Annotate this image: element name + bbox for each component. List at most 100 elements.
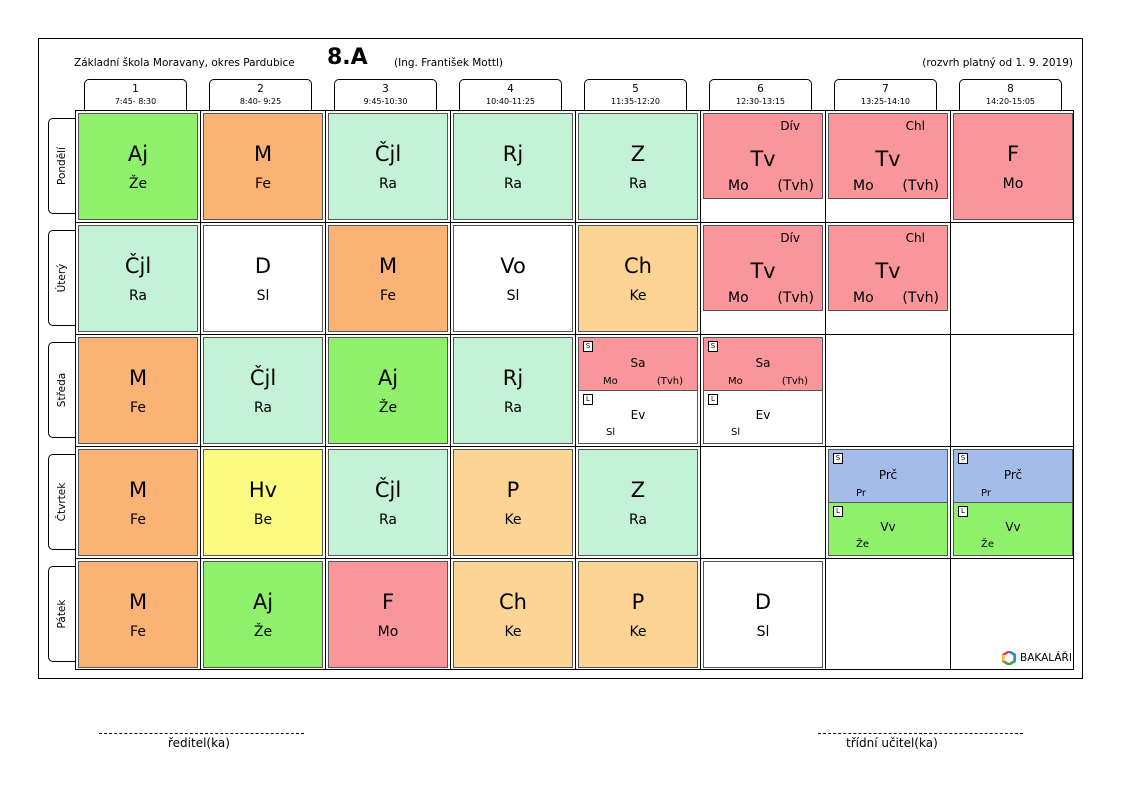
validity-note: (rozvrh platný od 1. 9. 2019) (922, 57, 1073, 69)
timetable-cell (201, 111, 326, 223)
lesson-teacher: Ke (504, 512, 522, 528)
lesson-group: (Tvh) (902, 178, 939, 194)
timetable-frame (38, 38, 1083, 679)
timetable-cell (576, 335, 701, 447)
lesson-subject: F (1006, 142, 1020, 166)
lesson-second-teacher: Dív (780, 119, 800, 133)
split-subject: Prč (1003, 468, 1023, 482)
lesson-subject: Čjl (249, 366, 277, 390)
timetable-cell (326, 223, 451, 335)
day-tab-tuesday: Úterý (48, 230, 75, 326)
period-number: 3 (382, 83, 389, 95)
lesson-teacher: Ra (629, 512, 647, 528)
lesson-teacher: Ke (504, 624, 522, 640)
period-number: 1 (132, 83, 139, 95)
timetable-cell (576, 111, 701, 223)
lesson-subject: Vo (500, 254, 526, 278)
timetable-cell (76, 559, 201, 669)
split-lesson-s: S Prč Pr (829, 450, 947, 503)
day-label: Pátek (56, 599, 68, 629)
lesson-subject: Z (630, 478, 646, 502)
lesson-subject: Rj (502, 142, 524, 166)
lesson-block: M Fe (78, 561, 198, 668)
split-subject: Vv (1005, 520, 1021, 534)
lesson-subject: Hv (248, 478, 278, 502)
lesson-block: Ch Ke (453, 561, 573, 668)
period-header-8: 8 14:20-15:05 (959, 79, 1062, 110)
timetable-cell (576, 559, 701, 669)
split-lesson-block: S Prč Pr L Vv Že (828, 449, 948, 556)
timetable-cell (76, 223, 201, 335)
group-l-badge: L (708, 394, 718, 405)
lesson-group: (Tvh) (902, 290, 939, 306)
lesson-teacher: Ra (254, 400, 272, 416)
day-label: Čtvrtek (56, 482, 68, 522)
timetable-cell (826, 223, 951, 335)
lesson-subject: Tv (875, 147, 901, 171)
timetable-cell (76, 111, 201, 223)
lesson-teacher: Sl (506, 288, 520, 304)
timetable-cell (826, 447, 951, 559)
signature-line-class-teacher (818, 733, 1023, 734)
lesson-block: Aj Že (328, 337, 448, 444)
school-name: Základní škola Moravany, okres Pardubice (74, 57, 295, 69)
split-lesson-l: L Vv Že (954, 503, 1072, 555)
group-l-badge: L (833, 506, 843, 517)
lesson-block: M Fe (203, 113, 323, 220)
lesson-subject: Ch (499, 590, 527, 614)
lesson-teacher: Že (253, 624, 273, 640)
logo-text: BAKALÁŘI (1020, 652, 1072, 664)
split-teacher: Sl (731, 427, 741, 438)
period-time: 9:45-10:30 (363, 97, 408, 106)
period-time: 12:30-13:15 (736, 97, 785, 106)
lesson-block: M Fe (78, 337, 198, 444)
lesson-teacher: Sl (256, 288, 270, 304)
lesson-block: Čjl Ra (328, 113, 448, 220)
lesson-teacher: Mo (728, 290, 749, 306)
lesson-group: (Tvh) (777, 290, 814, 306)
timetable-cell (76, 335, 201, 447)
period-number: 7 (882, 83, 889, 95)
split-lesson-s: S Sa Mo (Tvh) (579, 338, 697, 391)
lesson-teacher: Mo (1002, 176, 1024, 192)
lesson-subject: P (506, 478, 520, 502)
timetable-cell (451, 223, 576, 335)
signature-line-principal (99, 733, 304, 734)
lesson-subject: Ch (624, 254, 652, 278)
lesson-teacher: Be (253, 512, 273, 528)
lesson-group: (Tvh) (777, 178, 814, 194)
split-lesson-block: S Sa Mo (Tvh) L Ev Sl (578, 337, 698, 444)
lesson-teacher: Ra (379, 512, 397, 528)
lesson-block: F Mo (953, 113, 1073, 220)
period-header-5: 5 11:35-12:20 (584, 79, 687, 110)
timetable-cell (201, 335, 326, 447)
lesson-teacher: Ra (129, 288, 147, 304)
lesson-block: Aj Že (78, 113, 198, 220)
lesson-teacher: Mo (853, 178, 874, 194)
lesson-block: Dív Tv Mo (Tvh) (703, 113, 823, 199)
split-subject: Ev (755, 408, 771, 422)
day-tab-friday: Pátek (48, 566, 75, 662)
lesson-block: Z Ra (578, 449, 698, 556)
lesson-teacher: Že (128, 176, 148, 192)
timetable-cell (701, 223, 826, 335)
lesson-second-teacher: Chl (905, 231, 925, 245)
lesson-subject: Čjl (374, 142, 402, 166)
timetable-cell (76, 447, 201, 559)
split-subject: Prč (878, 468, 898, 482)
lesson-block: Čjl Ra (328, 449, 448, 556)
period-header-1: 1 7:45- 8:30 (84, 79, 187, 110)
timetable-cell (701, 335, 826, 447)
lesson-second-teacher: Dív (780, 231, 800, 245)
lesson-block: D Sl (703, 561, 823, 668)
lesson-subject: Rj (502, 366, 524, 390)
timetable-cell (701, 447, 826, 559)
lesson-teacher: Mo (853, 290, 874, 306)
signature-label-class-teacher: třídní učitel(ka) (846, 736, 938, 750)
split-lesson-l: L Ev Sl (704, 391, 822, 443)
lesson-subject: M (128, 366, 148, 390)
period-number: 5 (632, 83, 639, 95)
timetable-cell (576, 447, 701, 559)
lesson-subject: M (378, 254, 398, 278)
split-lesson-s: S Prč Pr (954, 450, 1072, 503)
